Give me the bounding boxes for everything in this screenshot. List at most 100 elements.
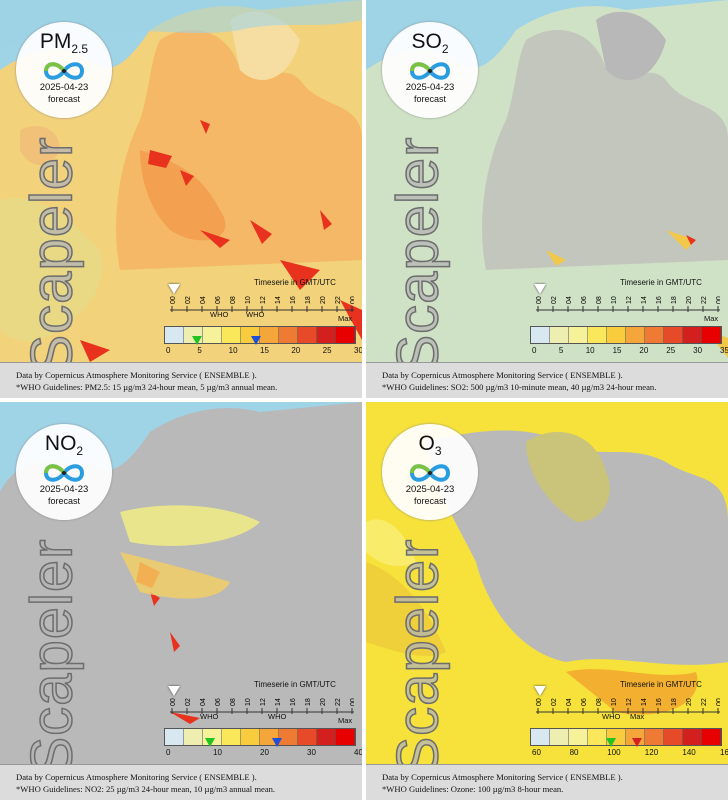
scale-tick-label: 10 xyxy=(213,748,222,757)
footer-source: Data by Copernicus Atmosphere Monitoring… xyxy=(382,772,623,782)
who-marker-green xyxy=(192,336,202,345)
max-label: Max xyxy=(630,712,645,721)
scale-swatch xyxy=(702,729,721,745)
pollutant-label: PM2.5 xyxy=(39,30,89,57)
scale-swatch xyxy=(298,327,317,343)
scale-tick-label: 5 xyxy=(197,346,202,355)
current-time-marker xyxy=(168,284,180,294)
time-tick-label: 00 xyxy=(350,698,354,706)
color-scale xyxy=(164,728,356,746)
pollutant-badge: NO2 2025-04-23 forecast xyxy=(16,424,112,520)
time-tick-label: 06 xyxy=(215,698,222,706)
infinity-logo-icon xyxy=(409,62,451,80)
time-axis: 00 02 04 06 08 10 12 14 16 18 20 22 00 xyxy=(170,698,354,714)
time-tick-label: 00 xyxy=(536,296,543,304)
time-tick-label: 16 xyxy=(290,296,297,304)
time-tick-label: 14 xyxy=(275,296,282,304)
time-tick-label: 02 xyxy=(185,296,192,304)
footer: Data by Copernicus Atmosphere Monitoring… xyxy=(366,764,728,800)
scale-ticks: 0 5 10 15 20 25 30 35 xyxy=(524,346,728,358)
time-tick-label: 22 xyxy=(335,296,342,304)
timeserie-label: Timeserie in GMT/UTC xyxy=(620,680,702,689)
time-tick-label: 00 xyxy=(536,698,543,706)
forecast-date: 2025-04-23 xyxy=(405,82,455,93)
who-marker-green xyxy=(606,738,616,747)
scale-tick-label: 20 xyxy=(291,346,301,355)
scale-swatch xyxy=(664,327,683,343)
scale-swatch xyxy=(279,327,298,343)
panel-o3: Scapeler O3 2025-04-23 forecast Timeseri… xyxy=(366,402,728,800)
time-tick-label: 14 xyxy=(641,296,648,304)
current-time-marker xyxy=(534,686,546,696)
scale-tick-label: 80 xyxy=(569,748,579,757)
who-label-1: WHO xyxy=(200,712,219,721)
time-tick-label: 18 xyxy=(305,296,312,304)
scale-swatch xyxy=(165,327,184,343)
footer-who: *WHO Guidelines: Ozone: 100 µg/m3 8-hour… xyxy=(382,784,564,794)
scale-swatch xyxy=(165,729,184,745)
who-marker-green xyxy=(205,738,215,747)
scale-tick-label: 10 xyxy=(585,346,595,355)
scale-tick-label: 140 xyxy=(682,748,696,757)
footer: Data by Copernicus Atmosphere Monitoring… xyxy=(0,764,362,800)
color-scale xyxy=(530,728,722,746)
scale-ticks: 0 10 20 30 40 xyxy=(158,748,362,760)
time-tick-label: 10 xyxy=(245,296,252,304)
time-tick-label: 06 xyxy=(215,296,222,304)
time-tick-label: 04 xyxy=(200,698,207,706)
pollutant-badge: PM2.5 2025-04-23 forecast xyxy=(16,22,112,118)
scale-swatch xyxy=(298,729,317,745)
pollutant-badge: SO2 2025-04-23 forecast xyxy=(382,22,478,118)
scale-swatch xyxy=(569,729,588,745)
scale-swatch xyxy=(184,729,203,745)
time-tick-label: 18 xyxy=(671,698,678,706)
time-tick-label: 12 xyxy=(260,698,267,706)
scale-swatch xyxy=(531,729,550,745)
time-tick-label: 08 xyxy=(230,296,237,304)
scale-swatch xyxy=(222,729,241,745)
time-tick-label: 22 xyxy=(701,296,708,304)
timeserie-label: Timeserie in GMT/UTC xyxy=(620,278,702,287)
scale-tick-label: 35 xyxy=(720,346,728,355)
time-tick-label: 00 xyxy=(716,296,720,304)
time-tick-label: 14 xyxy=(641,698,648,706)
time-tick-label: 10 xyxy=(611,296,618,304)
time-tick-label: 04 xyxy=(200,296,207,304)
time-tick-label: 16 xyxy=(656,296,663,304)
europe-map-pm25 xyxy=(0,0,362,362)
time-tick-label: 20 xyxy=(686,296,693,304)
europe-map-so2 xyxy=(366,0,728,362)
forecast-date: 2025-04-23 xyxy=(405,484,455,495)
timeserie-label: Timeserie in GMT/UTC xyxy=(254,278,336,287)
max-label: Max xyxy=(338,716,353,725)
time-tick-label: 08 xyxy=(596,296,603,304)
panel-pm25: Scapeler PM2.5 2025-04-23 forecast Times… xyxy=(0,0,362,398)
infinity-logo-icon xyxy=(409,464,451,482)
pollutant-label: O3 xyxy=(418,432,442,459)
time-tick-label: 12 xyxy=(626,296,633,304)
max-marker-red xyxy=(632,738,642,747)
scale-tick-label: 25 xyxy=(666,346,676,355)
time-tick-label: 02 xyxy=(185,698,192,706)
time-tick-label: 08 xyxy=(596,698,603,706)
time-tick-label: 02 xyxy=(551,296,558,304)
max-label: Max xyxy=(704,314,719,323)
who-label-1: WHO xyxy=(210,310,229,319)
scale-swatch xyxy=(203,327,222,343)
scale-tick-label: 120 xyxy=(644,748,659,757)
time-tick-label: 04 xyxy=(566,698,573,706)
time-tick-label: 02 xyxy=(551,698,558,706)
max-label: Max xyxy=(338,314,353,323)
scale-swatch xyxy=(317,729,336,745)
footer-source: Data by Copernicus Atmosphere Monitoring… xyxy=(16,772,257,782)
scale-swatch xyxy=(645,327,664,343)
time-tick-label: 20 xyxy=(320,296,327,304)
timeserie-label: Timeserie in GMT/UTC xyxy=(254,680,336,689)
scale-swatch xyxy=(336,729,355,745)
pollutant-label: SO2 xyxy=(411,30,449,57)
footer-who: *WHO Guidelines: NO2: 25 µg/m3 24-hour m… xyxy=(16,784,276,794)
watermark-text: Scapeler xyxy=(385,136,452,374)
forecast-label: forecast xyxy=(47,496,80,506)
scale-tick-label: 0 xyxy=(166,346,171,355)
